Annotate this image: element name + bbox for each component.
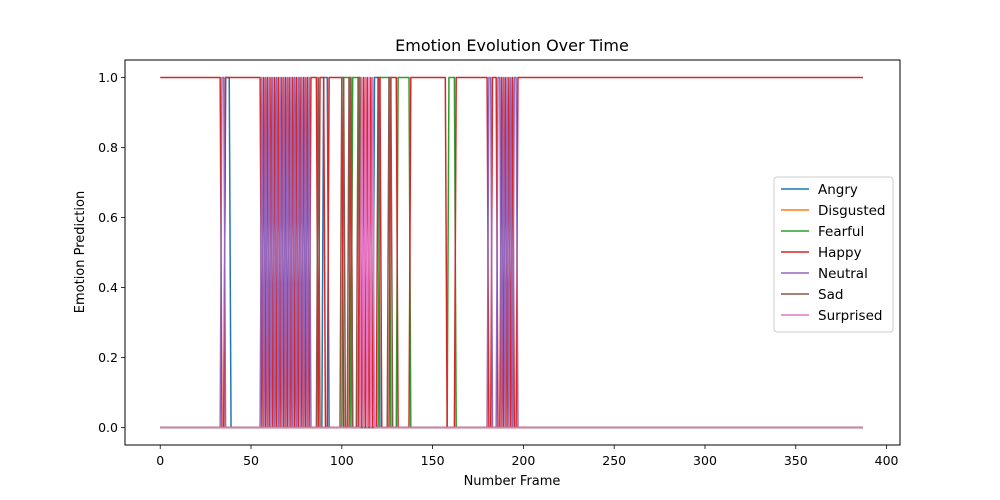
- y-tick-label: 1.0: [98, 70, 118, 85]
- x-tick-label: 200: [511, 453, 535, 468]
- x-tick-label: 350: [784, 453, 808, 468]
- x-tick-label: 100: [330, 453, 354, 468]
- legend-label-fearful: Fearful: [818, 224, 864, 240]
- legend-label-angry: Angry: [818, 182, 858, 198]
- x-axis-label: Number Frame: [464, 474, 561, 489]
- x-tick-label: 0: [156, 453, 164, 468]
- y-axis-label: Emotion Prediction: [73, 191, 88, 313]
- y-tick-label: 0.6: [98, 210, 118, 225]
- x-tick-label: 300: [693, 453, 717, 468]
- y-tick-label: 0.8: [98, 140, 118, 155]
- x-axis: 0 50 100 150 200 250 300 350 400: [156, 445, 899, 468]
- series-line-surprised: [160, 76, 863, 429]
- legend-label-disgusted: Disgusted: [818, 203, 886, 219]
- x-tick-label: 400: [875, 453, 899, 468]
- y-tick-label: 0.4: [98, 280, 118, 295]
- x-tick-label: 150: [421, 453, 445, 468]
- legend-label-sad: Sad: [818, 287, 843, 303]
- legend-label-surprised: Surprised: [818, 308, 882, 324]
- series-layer: [160, 76, 863, 429]
- x-tick-label: 250: [602, 453, 626, 468]
- y-axis: 0.0 0.2 0.4 0.6 0.8 1.0: [98, 70, 125, 435]
- y-tick-label: 0.2: [98, 350, 118, 365]
- legend: Angry Disgusted Fearful Happy Neutral Sad Surp…: [773, 176, 894, 333]
- chart-title: Emotion Evolution Over Time: [395, 36, 629, 55]
- plot-frame: [124, 59, 901, 446]
- x-tick-label: 50: [243, 453, 259, 468]
- legend-label-neutral: Neutral: [818, 266, 868, 282]
- y-tick-label: 0.0: [98, 420, 118, 435]
- legend-label-happy: Happy: [818, 245, 862, 261]
